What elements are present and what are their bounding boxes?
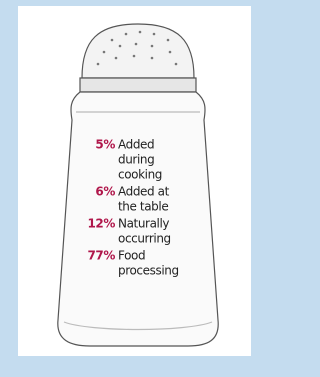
label-line: processing [118,264,179,278]
label-line: occurring [118,232,171,246]
percent: 6% [95,185,115,199]
percent: 77% [87,249,115,263]
label-line: Added at [118,185,170,199]
label-line: during [118,153,154,167]
label-line: the table [118,200,168,214]
label-line: Added [118,138,154,152]
percent: 5% [95,138,115,152]
label-line: cooking [118,168,162,182]
percent: 12% [87,217,115,231]
label-line: Naturally [118,217,169,231]
label-line: Food [118,249,145,263]
